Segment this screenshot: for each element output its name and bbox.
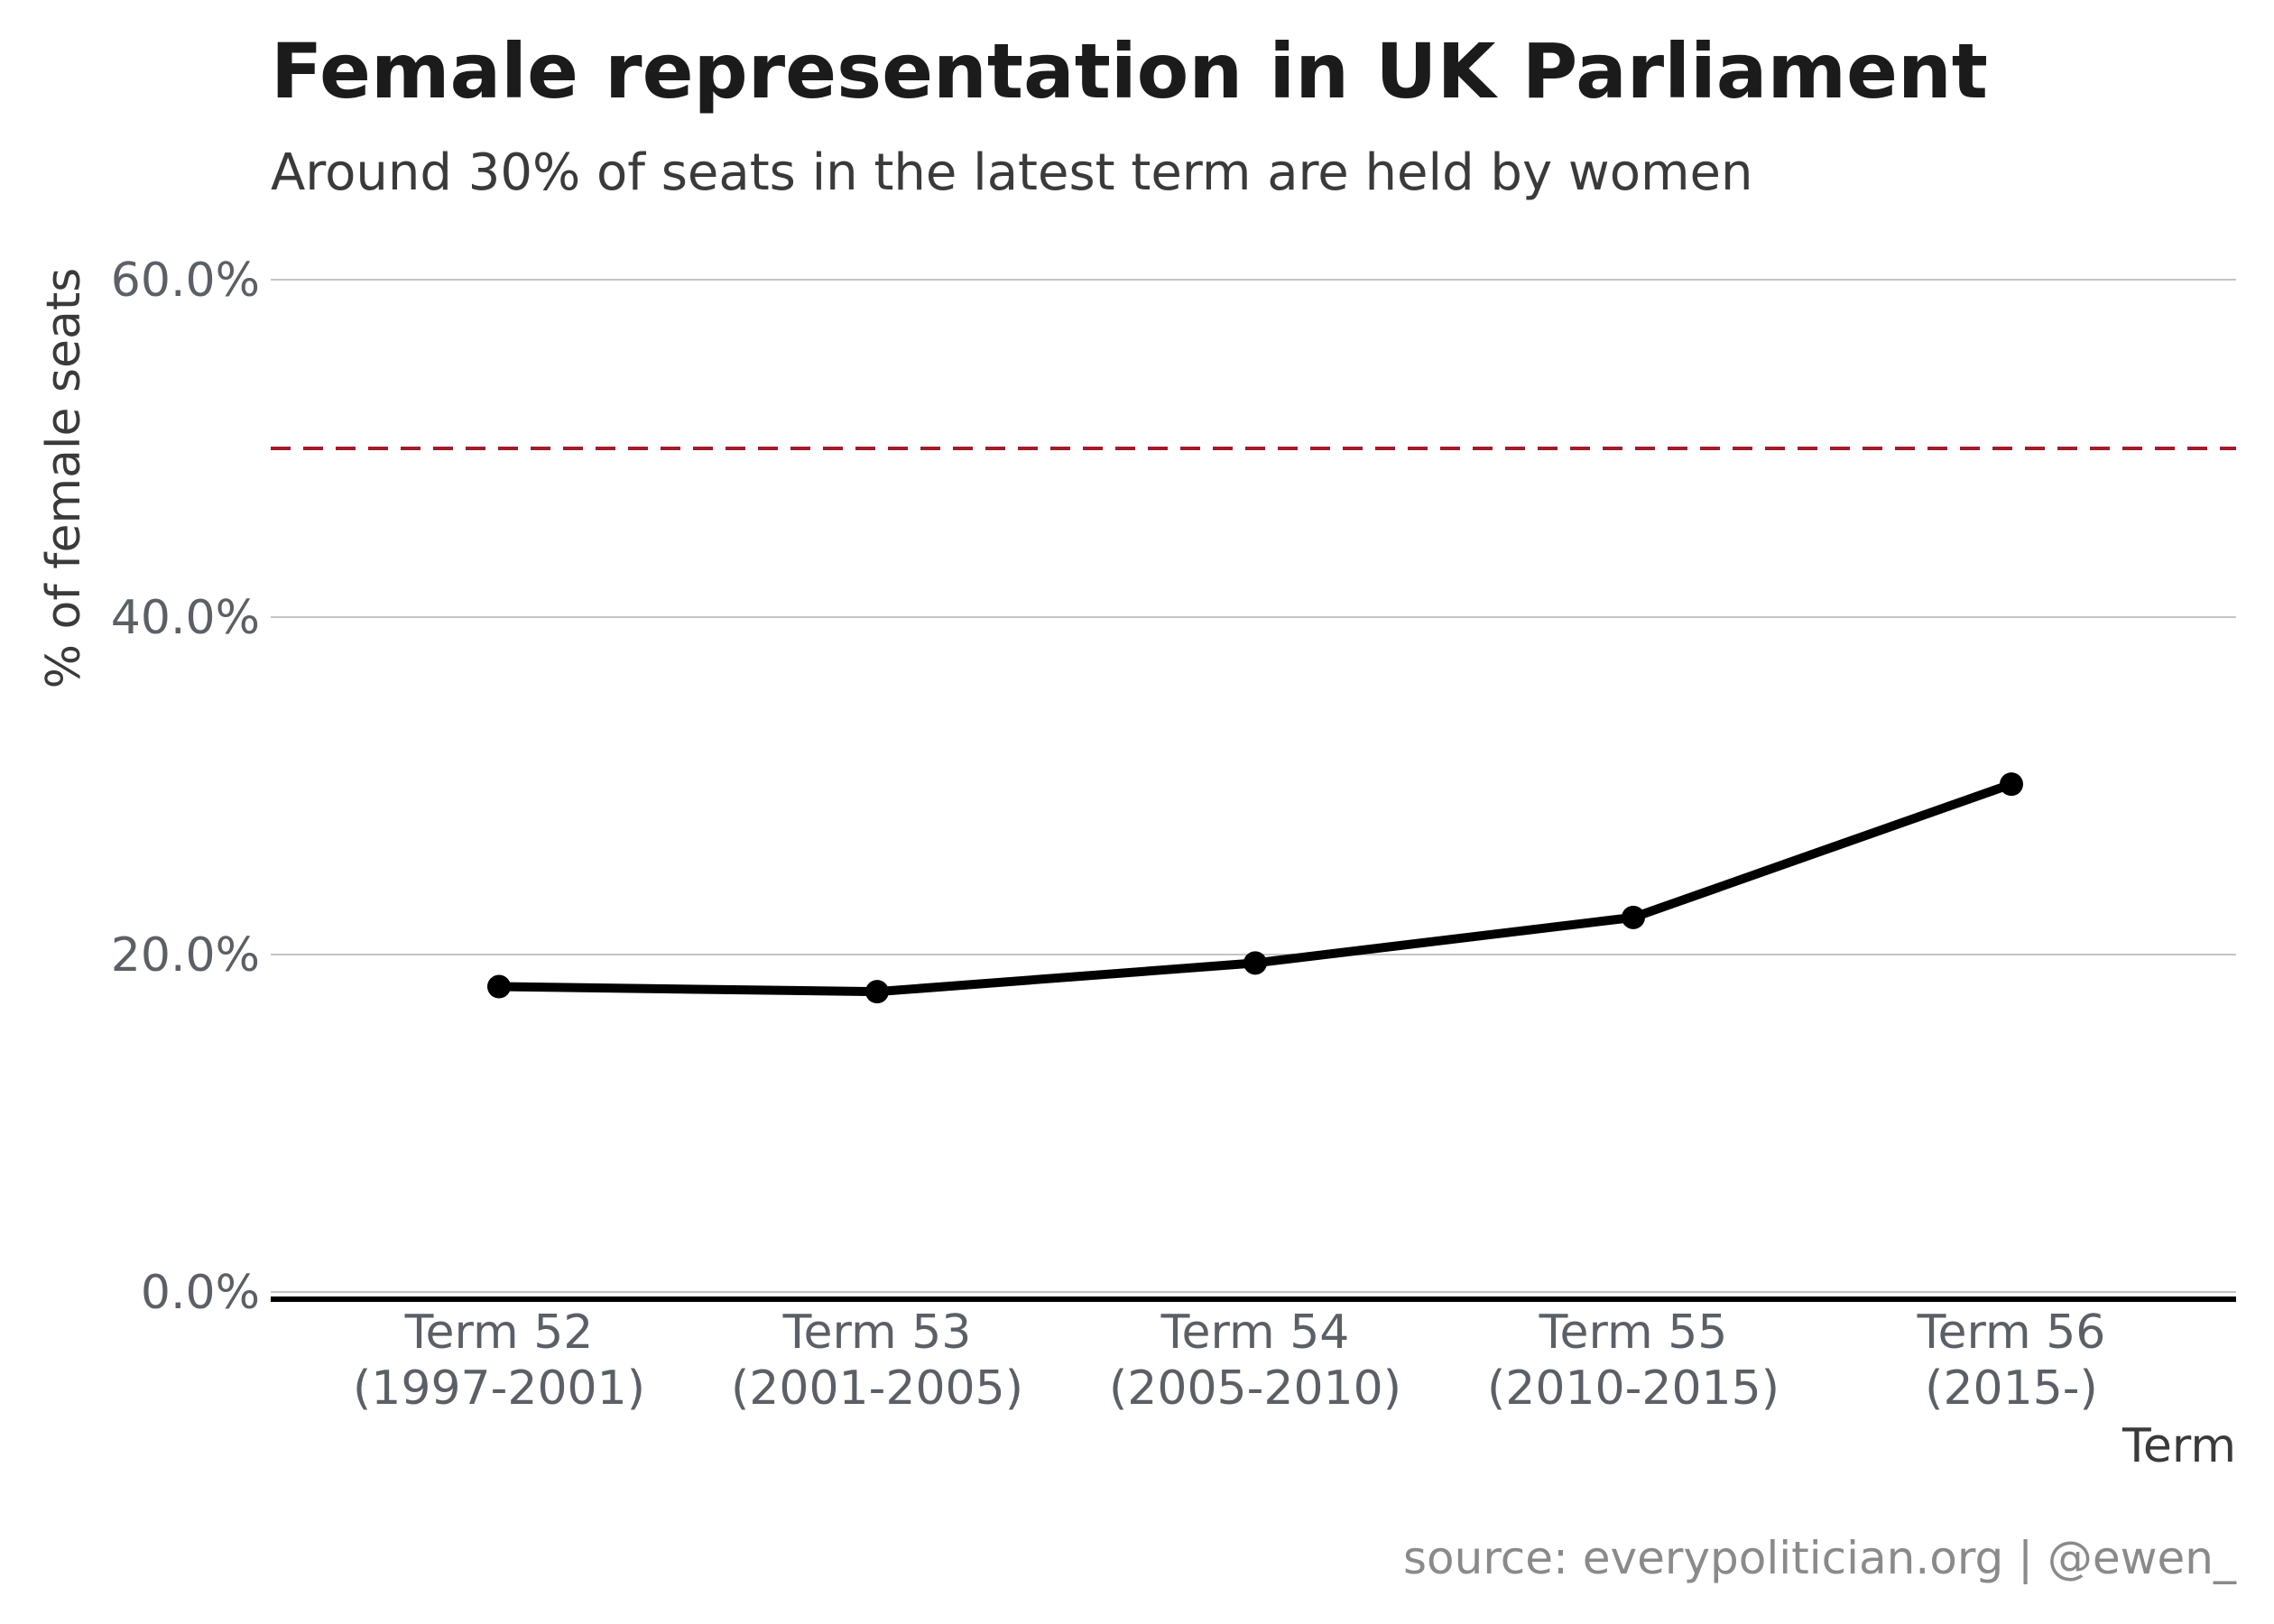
x-tick-label-line: Term 54 bbox=[1160, 1306, 1350, 1360]
x-tick-label-line: Term 55 bbox=[1539, 1306, 1728, 1360]
chart-subtitle: Around 30% of seats in the latest term a… bbox=[271, 143, 1752, 202]
x-tick-label: Term 56 (2015-) bbox=[1917, 1306, 2106, 1416]
gridlines bbox=[271, 279, 2236, 1302]
x-tick-label-line: Term 52 bbox=[404, 1306, 594, 1360]
x-axis-ticks: Term 52 (1997-2001)Term 53 (2001-2005)Term… bbox=[353, 1306, 2105, 1416]
data-point bbox=[2000, 772, 2023, 797]
x-tick-label-line: (2005-2010) bbox=[1109, 1361, 1401, 1416]
x-tick-label: Term 54 (2005-2010) bbox=[1109, 1306, 1401, 1416]
x-tick-label: Term 55 (2010-2015) bbox=[1487, 1306, 1779, 1416]
y-tick-label: 40.0% bbox=[111, 591, 260, 645]
x-axis-title: Term bbox=[2121, 1419, 2236, 1473]
x-tick-label-line: (1997-2001) bbox=[353, 1361, 645, 1416]
y-tick-label: 60.0% bbox=[111, 254, 260, 308]
series-group bbox=[487, 772, 2023, 1004]
x-tick-label-line: (2010-2015) bbox=[1487, 1361, 1779, 1416]
data-point bbox=[1622, 905, 1645, 929]
x-tick-label-line: Term 56 bbox=[1917, 1306, 2106, 1360]
x-tick-label-line: (2015-) bbox=[1925, 1361, 2098, 1416]
y-tick-label: 0.0% bbox=[141, 1266, 260, 1320]
y-tick-label: 20.0% bbox=[111, 928, 260, 983]
data-point bbox=[1243, 951, 1267, 975]
x-tick-label-line: Term 53 bbox=[782, 1306, 972, 1360]
x-tick-label: Term 52 (1997-2001) bbox=[353, 1306, 645, 1416]
chart-caption: source: everypolitician.org | @ewen_ bbox=[1403, 1532, 2237, 1584]
y-axis-ticks: 0.0% 20.0% 40.0% 60.0% bbox=[111, 254, 260, 1320]
data-point bbox=[865, 980, 889, 1004]
data-point bbox=[487, 974, 511, 999]
chart-title: Female representation in UK Parliament bbox=[271, 27, 1988, 115]
y-axis-title: % of female seats bbox=[37, 268, 91, 689]
x-tick-label-line: (2001-2005) bbox=[731, 1361, 1023, 1416]
x-tick-label: Term 53 (2001-2005) bbox=[731, 1306, 1023, 1416]
